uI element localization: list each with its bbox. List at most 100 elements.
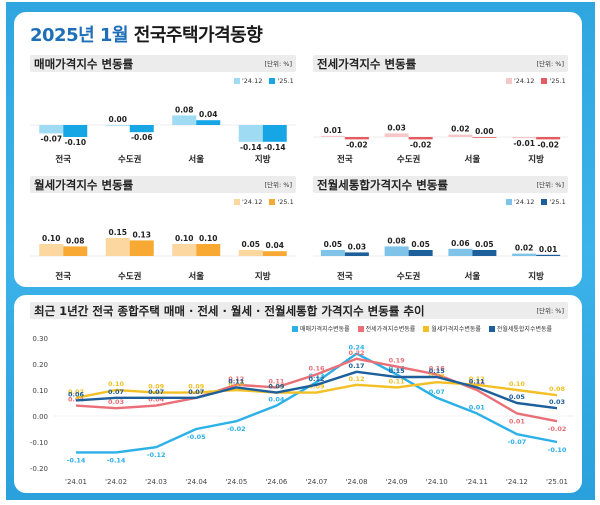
point-label-jeonse: -0.02 [548, 425, 567, 433]
trend-line-chart: 0.30 0.20 0.10 0.00 -0.10 -0.20 '24.01 '24.02 '2… [30, 335, 574, 486]
point-label-combined: 0.12 [308, 375, 324, 383]
legend-swatch-sale [292, 325, 298, 332]
x-tick-label: '25.01 [546, 478, 568, 486]
x-tick-label: '24.04 [185, 478, 208, 486]
region-label: 전국 [337, 154, 353, 165]
x-tick-label: '24.11 [466, 478, 488, 486]
region-label: 전국 [337, 271, 353, 282]
bar-value-label: 0.15 [108, 228, 127, 237]
point-label-sale: 0.13 [308, 372, 324, 380]
bar-value-label: 0.05 [241, 240, 260, 249]
legend-swatch-prev [234, 78, 240, 84]
point-label-sale: -0.14 [67, 456, 86, 464]
bar-value-label: 0.00 [475, 127, 494, 136]
bar-curr [472, 137, 497, 138]
bar-value-label: -0.02 [537, 140, 559, 149]
point-label-monthly: 0.12 [469, 375, 485, 383]
x-tick-label: '24.06 [265, 478, 288, 486]
point-label-monthly: 0.11 [389, 377, 406, 385]
bar-value-label: 0.08 [175, 105, 194, 114]
bar-value-label: 0.04 [199, 110, 218, 119]
point-label-monthly: 0.07 [68, 388, 84, 396]
point-label-sale: -0.05 [187, 433, 206, 441]
bar-value-label: 0.05 [475, 240, 494, 249]
bar-value-label: -0.02 [410, 140, 432, 149]
bar-value-label: -0.10 [64, 138, 86, 147]
section-header-trend: 최근 1년간 전국 종합주택 매매 · 전세 · 월세 · 전월세통합 가격지수… [30, 302, 568, 319]
point-label-monthly: 0.09 [148, 383, 165, 391]
point-label-monthly: 0.10 [509, 380, 526, 388]
page-title: 2025년 1월 전국주택가격동향 [30, 21, 263, 47]
x-tick-label: '24.05 [225, 478, 247, 486]
bar-value-label: 0.10 [175, 234, 194, 243]
trend-title: 최근 1년간 전국 종합주택 매매 · 전세 · 월세 · 전월세통합 가격지수… [34, 304, 425, 318]
point-label-sale: -0.07 [508, 438, 527, 446]
bar-curr [344, 137, 369, 140]
x-tick-label: '24.12 [506, 478, 528, 486]
point-label-monthly: 0.09 [308, 383, 325, 391]
bar-curr [344, 252, 369, 256]
monthly-bar-chart: 0.10 0.08 전국 0.15 0.13 수도권 0.10 0.10 서울 0.05 0.04 지… [30, 228, 296, 282]
point-label-sale: -0.10 [548, 446, 567, 454]
point-label-jeonse: 0.03 [108, 398, 124, 406]
point-label-combined: 0.05 [509, 393, 526, 401]
region-label: 수도권 [118, 154, 142, 165]
point-label-combined: 0.07 [108, 388, 124, 396]
point-label-combined: 0.17 [349, 362, 365, 370]
bar-value-label: 0.08 [66, 236, 85, 245]
point-label-combined: 0.11 [469, 377, 486, 385]
x-tick-label: '24.08 [346, 478, 368, 486]
bar-value-label: -0.02 [346, 140, 368, 149]
y-tick-label: 0.20 [32, 361, 48, 369]
legend-label-combined: 전월세통합지수변동률 [496, 326, 553, 333]
x-tick-label: '24.01 [65, 478, 87, 486]
legend-swatch-prev [234, 199, 240, 205]
bar-prev [105, 125, 130, 126]
section-title-jeonse: 전세가격지수 변동률 [317, 57, 417, 71]
series-line-combined [75, 370, 558, 410]
bar-value-label: 0.05 [411, 240, 430, 249]
bar-prev [384, 246, 409, 256]
bar-curr [129, 240, 154, 256]
section-title-sale: 매매가격지수 변동률 [34, 57, 134, 71]
legend-label-prev: '24.12 [242, 77, 263, 85]
unit-label-jeonse: [단위: %] [536, 60, 564, 68]
point-label-sale: -0.02 [227, 425, 246, 433]
legend-swatch-curr [269, 199, 276, 205]
point-label-combined: 0.15 [429, 367, 446, 375]
legend-jeonse: '24.12 '25.1 [506, 77, 571, 85]
point-label-jeonse: 0.04 [148, 396, 165, 404]
bar-prev [320, 250, 345, 256]
point-label-sale: 0.16 [389, 364, 406, 372]
x-tick-label: '24.02 [105, 478, 127, 486]
bar-prev [172, 115, 197, 125]
region-label: 서울 [465, 271, 481, 282]
legend-swatch-jeonse [357, 325, 364, 332]
bar-prev [39, 125, 64, 134]
point-label-combined: 0.11 [228, 377, 245, 385]
legend-label-curr: '25.1 [549, 198, 566, 206]
point-label-jeonse: 0.16 [429, 364, 446, 372]
unit-label-monthly: [단위: %] [264, 181, 292, 189]
bar-value-label: 0.06 [451, 239, 470, 248]
sale-bar-chart: -0.07 -0.10 전국 0.00 -0.06 수도권 0.08 0.04 서울 -0.14-… [30, 105, 296, 165]
series-line-sale [76, 352, 558, 454]
region-label: 지방 [255, 154, 271, 165]
trend-legend: 매매가격지수변동률 전세가격지수변동률 월세가격지수변동률 전월세통합지수변동률 [292, 324, 558, 333]
series-line-monthly [75, 381, 558, 399]
section-header-jeonse: 전세가격지수 변동률 [단위: %] [313, 55, 568, 72]
legend-label-prev: '24.12 [514, 198, 535, 206]
bar-prev [238, 250, 263, 256]
point-label-combined: 0.07 [188, 388, 204, 396]
series-line-jeonse [75, 357, 558, 423]
point-label-sale: 0.07 [429, 388, 445, 396]
region-label: 서울 [465, 154, 481, 165]
legend-label-sale: 매매가격지수변동률 [300, 326, 350, 333]
bar-prev [320, 135, 345, 137]
legend-swatch-curr [269, 78, 276, 84]
bar-value-label: 0.04 [265, 241, 284, 250]
bar-value-label: 0.13 [132, 230, 151, 239]
unit-label-trend: [단위: %] [536, 307, 564, 315]
region-label: 수도권 [397, 271, 421, 282]
